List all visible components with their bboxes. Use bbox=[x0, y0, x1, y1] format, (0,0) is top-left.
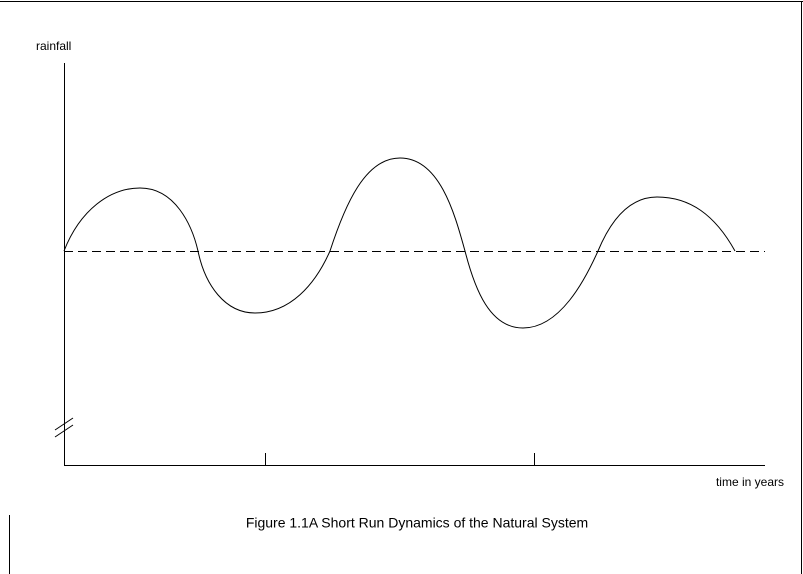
rainfall-curve bbox=[63, 157, 736, 329]
caption: Figure 1.1A Short Run Dynamics of the Na… bbox=[246, 515, 588, 531]
y-axis-label: rainfall bbox=[36, 39, 71, 53]
axis-break bbox=[54, 424, 74, 438]
x-axis-label: time in years bbox=[716, 475, 784, 489]
axis-break bbox=[54, 417, 74, 431]
